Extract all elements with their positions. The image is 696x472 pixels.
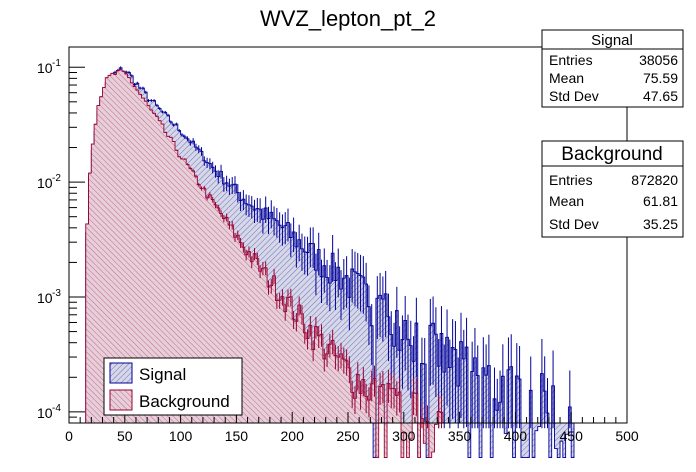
stats-signal-stddev-value: 47.65 [643,88,678,104]
x-tick-label: 300 [392,428,416,444]
stats-signal-mean-value: 75.59 [643,70,678,86]
stats-background-entries-label: Entries [549,172,593,188]
stats-box-signal: Signal Entries 38056 Mean 75.59 Std Dev … [541,29,684,108]
stats-signal-entries-label: Entries [549,52,593,68]
stats-box-signal-frame [541,29,684,108]
x-tick-label: 50 [117,428,133,444]
stats-background-mean-value: 61.81 [643,193,678,209]
y-tick-base: 10 [37,60,53,76]
y-tick-base: 10 [37,290,53,306]
x-tick-label: 100 [169,428,193,444]
y-tick-exponent: -3 [52,288,61,299]
y-tick-base: 10 [37,405,53,421]
stats-signal-entries-value: 38056 [639,52,678,68]
y-tick-label: 10 -4 [37,403,61,421]
y-tick-label: 10 -2 [37,173,61,191]
stats-background-stddev-label: Std Dev [549,216,599,232]
stats-box-background: Background Entries 872820 Mean 61.81 Std… [541,140,684,238]
stats-background-mean-label: Mean [549,193,584,209]
y-tick-exponent: -4 [52,403,61,414]
legend: Signal Background [103,357,243,416]
axis-layer: 0 50 100 150 200 250 300 350 400 450 50010-410-310… [37,58,639,444]
y-tick-label: 10 -1 [37,58,61,76]
x-tick-label: 500 [615,428,639,444]
chart-title: WVZ_lepton_pt_2 [260,6,436,31]
legend-label-background: Background [139,392,230,411]
stats-signal-mean-label: Mean [549,70,584,86]
stats-signal-stddev-label: Std Dev [549,88,599,104]
legend-label-signal: Signal [139,365,186,384]
y-tick-exponent: -2 [52,173,61,184]
stats-background-stddev-value: 35.25 [643,216,678,232]
x-tick-label: 350 [448,428,472,444]
stats-background-header: Background [561,144,662,165]
legend-swatch-background [109,389,133,411]
y-tick-exponent: -1 [52,58,61,69]
x-tick-label: 0 [65,428,73,444]
x-tick-label: 250 [336,428,360,444]
y-tick-label: 10 -3 [37,288,61,306]
stats-signal-header: Signal [591,32,633,49]
stats-box-background-frame [541,140,684,238]
x-tick-label: 200 [281,428,305,444]
legend-swatch-signal [109,362,133,384]
x-tick-label: 150 [225,428,249,444]
x-tick-label: 450 [560,428,584,444]
x-tick-label: 400 [504,428,528,444]
y-tick-base: 10 [37,175,53,191]
stats-background-entries-value: 872820 [631,172,678,188]
